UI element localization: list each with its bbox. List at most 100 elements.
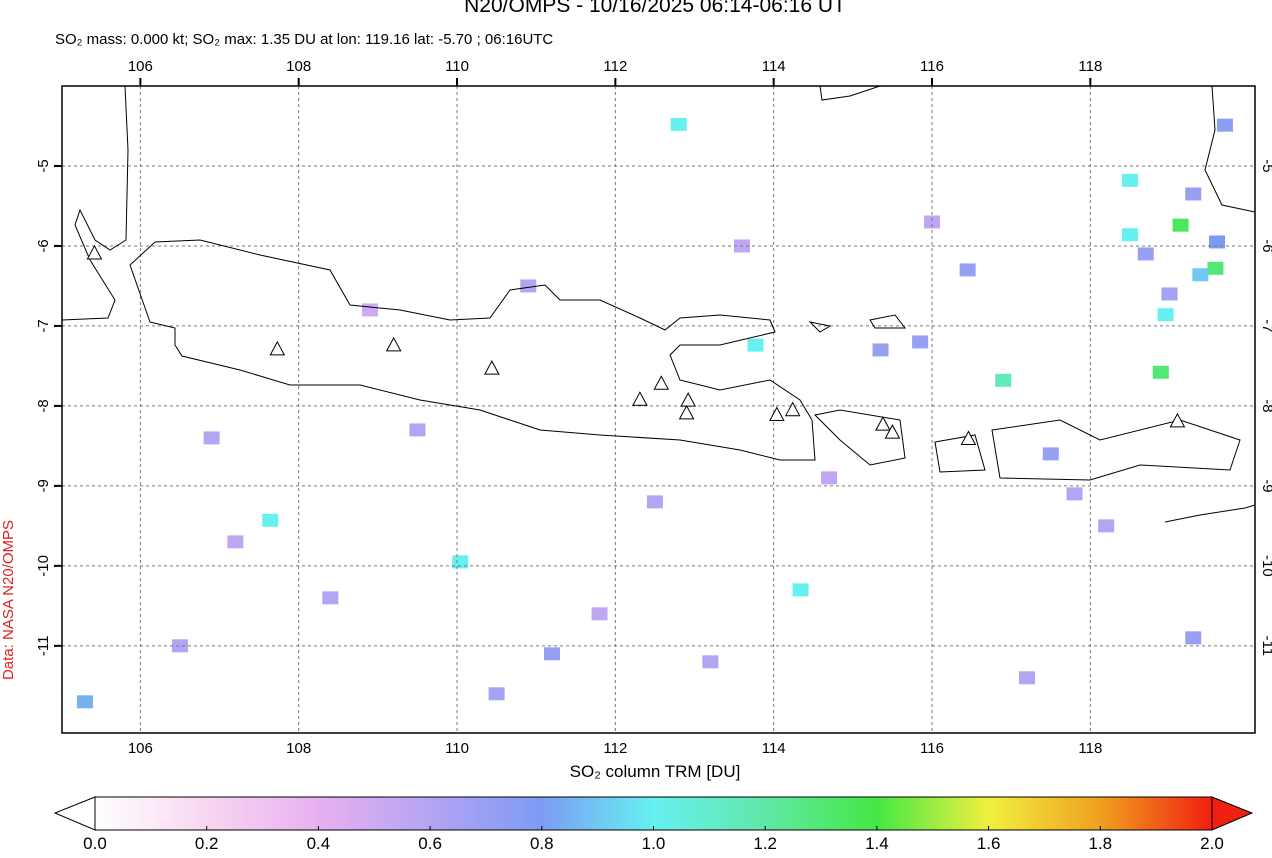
so2-pixel	[872, 343, 889, 357]
so2-pixel	[747, 338, 764, 352]
colorbar-tick-label: 0.6	[418, 834, 442, 853]
so2-pixel	[702, 655, 719, 669]
so2-pixel	[203, 431, 220, 445]
colorbar-tick-label: 0.0	[83, 834, 107, 853]
x-tick-label-bottom: 106	[128, 740, 153, 757]
so2-pixel	[591, 607, 608, 621]
y-tick-label-left: -9	[35, 479, 52, 492]
so2-pixel	[924, 215, 941, 229]
so2-pixel	[409, 423, 426, 437]
volcano-marker	[884, 424, 901, 439]
x-tick-label-bottom: 112	[603, 740, 627, 757]
volcano-marker	[960, 430, 977, 445]
colorbar-tick-label: 1.8	[1088, 834, 1112, 853]
madura-islets	[808, 314, 907, 333]
volcano-marker	[653, 375, 670, 390]
so2-pixel	[488, 687, 505, 701]
x-tick-label-bottom: 116	[920, 740, 944, 757]
volcano-marker	[86, 244, 103, 260]
volcano-marker	[385, 336, 402, 352]
volcano-marker	[484, 360, 500, 375]
axes: 106 106 108 108 110 110 112 112 114 114 116 116 118 1…	[35, 58, 1272, 757]
so2-pixel	[76, 695, 93, 709]
volcano-marker	[680, 392, 697, 407]
coastlines	[62, 86, 1255, 523]
colorbar-over-arrow	[1211, 796, 1254, 831]
so2-pixel	[171, 639, 188, 653]
so2-pixel	[1192, 268, 1209, 282]
so2-pixel	[1042, 447, 1059, 461]
colorbar-label: SO₂ column TRM [DU]	[570, 762, 741, 781]
so2-pixel	[1121, 173, 1138, 187]
so2-pixel	[1152, 365, 1169, 379]
x-tick-label-top: 106	[128, 58, 153, 75]
y-tick-label-right: -6	[1259, 239, 1272, 252]
so2-pixel	[1185, 631, 1202, 645]
so2-pixel	[1066, 487, 1083, 501]
x-tick-label-top: 108	[286, 58, 311, 75]
credit: Data: NASA N20/OMPS	[0, 520, 17, 680]
volcano-marker	[784, 401, 801, 417]
colorbar-tick-label: 1.2	[753, 834, 777, 853]
so2-pixel	[1161, 287, 1178, 301]
so2-pixel	[1207, 261, 1224, 275]
so2-pixel	[1098, 519, 1115, 533]
so2-pixel	[520, 279, 537, 293]
so2-pixel	[262, 513, 279, 527]
java-coast	[129, 239, 816, 461]
borneo-coast	[819, 86, 881, 101]
y-tick-label-right: -11	[1259, 636, 1272, 657]
x-tick-label-bottom: 118	[1078, 740, 1102, 757]
x-tick-label-top: 118	[1078, 58, 1102, 75]
so2-pixel	[1019, 671, 1036, 685]
so2-pixel	[1209, 235, 1226, 249]
so2-pixel	[995, 373, 1012, 387]
x-tick-label-bottom: 110	[445, 740, 469, 757]
colorbar-tick-label: 0.4	[307, 834, 331, 853]
colorbar-under-arrow	[53, 796, 96, 831]
colorbar-tick-label: 1.6	[977, 834, 1001, 853]
colorbar-ticks: 0.0 0.2 0.4 0.6 0.8 1.0 1.2 1.4 1.6 1.8 2.0	[83, 826, 1224, 853]
y-tick-label-left: -5	[35, 159, 52, 172]
x-tick-label-top: 112	[603, 58, 627, 75]
pixel-layer	[76, 117, 1233, 709]
volcano-marker	[875, 416, 891, 431]
x-tick-label-top: 110	[445, 58, 469, 75]
x-tick-label-bottom: 114	[762, 740, 786, 757]
y-tick-label-right: -5	[1259, 159, 1272, 172]
volcano-marker	[678, 404, 695, 420]
colorbar-tick-label: 0.8	[530, 834, 554, 853]
so2-pixel	[1185, 187, 1202, 201]
colorbar	[94, 796, 1213, 831]
y-tick-label-right: -9	[1259, 479, 1272, 492]
so2-pixel	[1137, 247, 1154, 261]
so2-pixel	[792, 583, 809, 597]
x-tick-label-bottom: 108	[286, 740, 311, 757]
x-tick-label-top: 116	[920, 58, 944, 75]
so2-pixel	[646, 495, 663, 509]
so2-pixel	[959, 263, 976, 277]
so2-pixel	[452, 555, 469, 569]
so2-pixel	[1121, 228, 1138, 242]
so2-pixel	[1216, 118, 1233, 132]
so2-pixel	[361, 303, 378, 317]
volcano-marker	[269, 340, 286, 356]
sulawesi-south-coast	[1164, 504, 1255, 523]
y-tick-label-right: -7	[1259, 319, 1272, 332]
y-tick-label-left: -6	[35, 239, 52, 252]
so2-pixel	[227, 535, 244, 549]
y-tick-label-left: -10	[35, 555, 52, 577]
so2-pixel	[670, 117, 687, 131]
y-tick-label-right: -8	[1259, 399, 1272, 412]
bali-coast	[813, 409, 906, 466]
colorbar-tick-label: 1.4	[865, 834, 889, 853]
so2-pixel	[1172, 218, 1189, 232]
sumbawa-coast	[991, 419, 1241, 481]
colorbar-tick-label: 1.0	[642, 834, 666, 853]
y-tick-label-right: -10	[1259, 555, 1272, 577]
so2-pixel	[1157, 308, 1174, 322]
y-tick-label-left: -11	[35, 636, 52, 657]
y-tick-label-left: -8	[35, 399, 52, 412]
lombok-coast	[934, 434, 986, 473]
